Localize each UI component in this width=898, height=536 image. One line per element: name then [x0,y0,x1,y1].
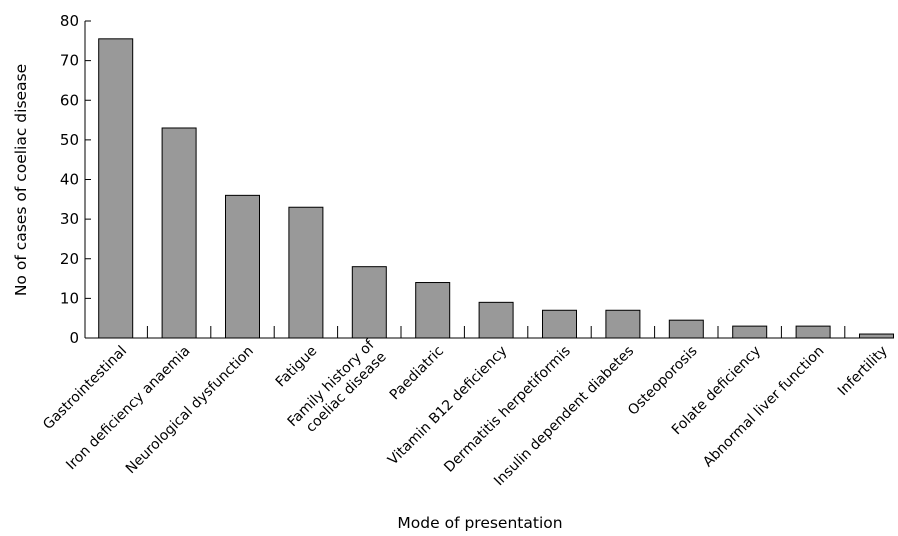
x-category-label: Abnormal liver function [700,343,827,470]
bar [859,333,894,339]
bar [225,194,260,339]
x-category-label-line: Abnormal liver function [700,343,827,470]
y-tick-label: 60 [60,91,79,109]
x-category-label: Infertility [835,343,891,399]
bar [98,38,134,339]
x-category-label-line: Infertility [835,343,891,399]
bar [668,319,704,339]
x-category-label-line: Paediatric [387,343,447,403]
y-tick-label: 10 [60,289,79,307]
x-category-label-line: Fatigue [273,343,320,390]
y-tick-label: 30 [60,210,79,228]
bar [478,301,514,339]
x-category-label-line: Dermatitis herpetiformis [441,343,574,476]
bar [542,309,577,339]
bar [795,325,831,339]
x-category-label: Fatigue [273,343,320,390]
y-tick-label: 0 [69,329,79,347]
y-tick-label: 50 [60,131,79,149]
y-tick-label: 80 [60,12,79,30]
x-category-label-line: Insulin dependent diabetes [491,343,637,489]
x-category-label: Vitamin B12 deficiency [385,343,510,468]
x-category-label-line: Vitamin B12 deficiency [385,343,510,468]
y-tick-label: 20 [60,250,79,268]
x-axis-title: Mode of presentation [397,514,562,532]
x-category-label: Insulin dependent diabetes [491,343,637,489]
bar [351,266,387,339]
y-tick-label: 70 [60,52,79,70]
x-category-label-line: Neurological dysfunction [123,343,257,477]
x-category-label: Iron deficiency anaemia [63,343,193,473]
y-tick-label: 40 [60,171,79,189]
bar [732,325,768,339]
bar [415,282,451,339]
bar [288,206,324,339]
bar [161,127,197,339]
x-category-label: Neurological dysfunction [123,343,257,477]
y-axis-title: No of cases of coeliac disease [12,64,30,296]
bar [605,309,641,339]
x-category-label: Paediatric [387,343,447,403]
x-category-label: Dermatitis herpetiformis [441,343,574,476]
x-category-label-line: Iron deficiency anaemia [63,343,193,473]
